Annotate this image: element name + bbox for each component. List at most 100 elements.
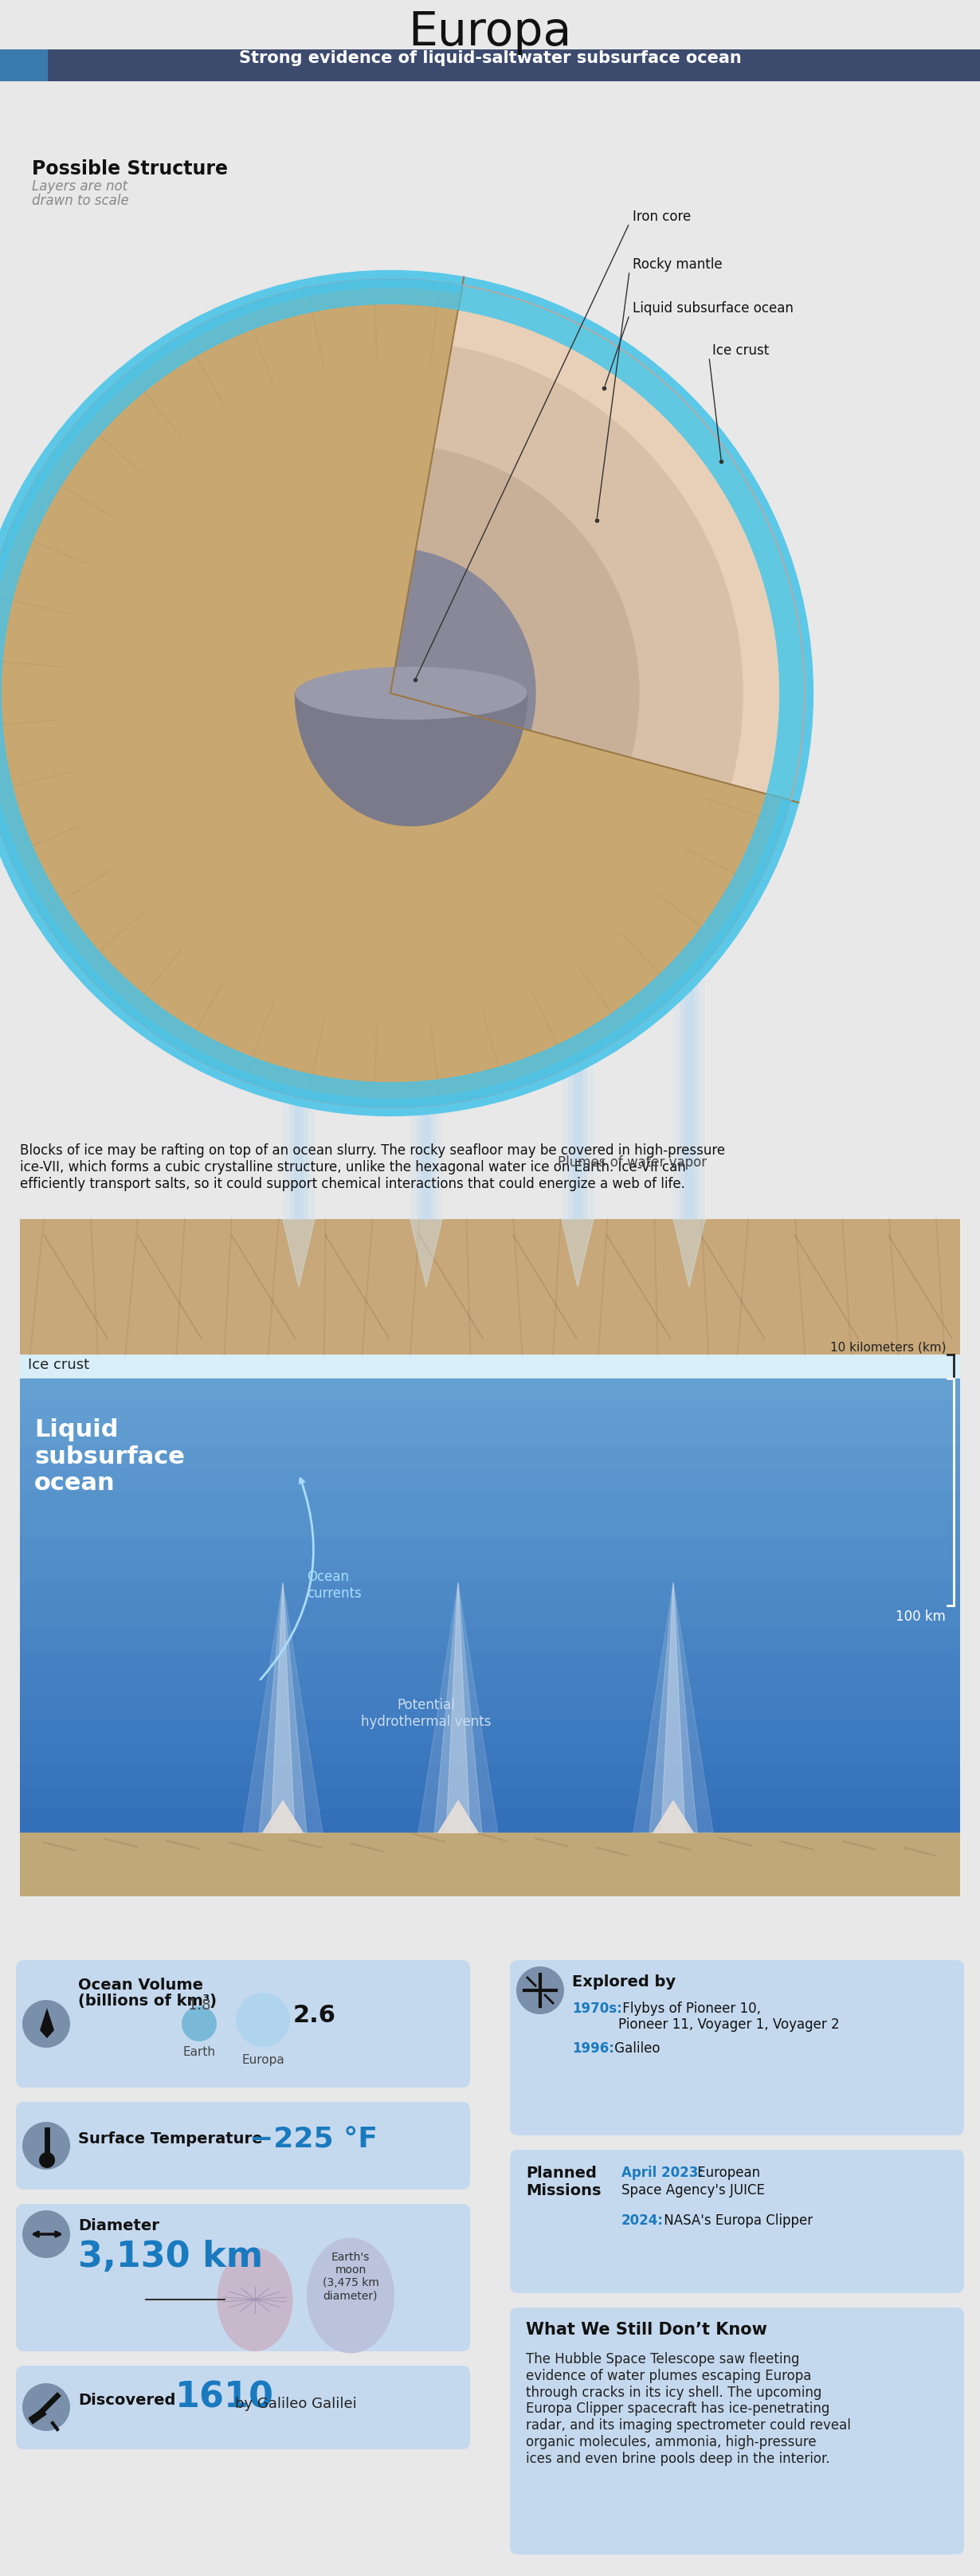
Text: Pioneer 11, Voyager 1, Voyager 2: Pioneer 11, Voyager 1, Voyager 2 — [618, 2017, 840, 2032]
Polygon shape — [446, 1582, 470, 1832]
Bar — [20, 1628, 960, 1651]
Bar — [20, 1718, 960, 1741]
Polygon shape — [283, 1218, 315, 1288]
Circle shape — [181, 2007, 217, 2040]
Text: Europa: Europa — [409, 10, 571, 54]
Text: 2024:: 2024: — [621, 2213, 663, 2228]
Text: Earth's
moon
(3,475 km
diameter): Earth's moon (3,475 km diameter) — [322, 2251, 379, 2300]
Text: European: European — [693, 2166, 760, 2179]
Polygon shape — [259, 1582, 307, 1832]
Polygon shape — [263, 1801, 303, 1832]
Text: Galileo: Galileo — [611, 2040, 661, 2056]
Circle shape — [23, 1999, 71, 2048]
FancyBboxPatch shape — [16, 2365, 470, 2450]
Bar — [20, 1741, 960, 1765]
Text: What We Still Don’t Know: What We Still Don’t Know — [526, 2321, 767, 2339]
Text: Flybys of Pioneer 10,: Flybys of Pioneer 10, — [618, 2002, 760, 2017]
Bar — [20, 1445, 960, 1471]
FancyBboxPatch shape — [510, 1960, 964, 2136]
Bar — [679, 979, 699, 1234]
Text: drawn to scale: drawn to scale — [32, 193, 129, 209]
Polygon shape — [650, 1582, 697, 1832]
Bar — [0, 49, 48, 82]
Bar — [562, 979, 594, 1234]
Text: Missions: Missions — [526, 2184, 601, 2197]
Bar — [568, 979, 587, 1234]
Polygon shape — [633, 1582, 713, 1832]
Polygon shape — [390, 345, 743, 783]
Bar — [289, 979, 309, 1234]
Text: Ice crust: Ice crust — [27, 1358, 89, 1373]
Bar — [20, 1515, 960, 1538]
Text: 1610: 1610 — [175, 2380, 274, 2414]
Text: 2.6: 2.6 — [293, 2004, 336, 2027]
Text: Strong evidence of liquid-saltwater subsurface ocean: Strong evidence of liquid-saltwater subs… — [239, 49, 741, 67]
Circle shape — [23, 2123, 71, 2169]
Bar — [20, 1605, 960, 1631]
Text: The Hubble Space Telescope saw fleeting
evidence of water plumes escaping Europa: The Hubble Space Telescope saw fleeting … — [526, 2352, 851, 2465]
Text: 100 km: 100 km — [896, 1610, 946, 1623]
Bar — [673, 979, 706, 1234]
Polygon shape — [390, 286, 805, 801]
Bar — [20, 1674, 960, 1698]
Ellipse shape — [218, 2249, 293, 2352]
Polygon shape — [295, 693, 527, 827]
Text: 1.8: 1.8 — [188, 1999, 211, 2012]
Polygon shape — [562, 1218, 594, 1288]
Polygon shape — [418, 1582, 498, 1832]
Polygon shape — [411, 1218, 442, 1288]
Polygon shape — [243, 1582, 322, 1832]
Text: Liquid subsurface ocean: Liquid subsurface ocean — [633, 301, 794, 314]
Text: Space Agency's JUICE: Space Agency's JUICE — [621, 2184, 764, 2197]
Polygon shape — [673, 1218, 706, 1288]
Polygon shape — [40, 2007, 54, 2038]
Text: Ice crust: Ice crust — [712, 343, 769, 358]
Text: 10 kilometers (km): 10 kilometers (km) — [830, 1342, 946, 1352]
Circle shape — [39, 2151, 55, 2169]
Polygon shape — [0, 278, 791, 1108]
Circle shape — [0, 278, 805, 1108]
Text: Iron core: Iron core — [633, 209, 691, 224]
Bar — [416, 979, 436, 1234]
Text: Rocky mantle: Rocky mantle — [633, 258, 722, 270]
FancyBboxPatch shape — [16, 2205, 470, 2352]
Text: April 2023:: April 2023: — [621, 2166, 704, 2179]
Bar — [20, 1492, 960, 1515]
Text: Earth: Earth — [183, 2045, 216, 2058]
Text: Diameter: Diameter — [78, 2218, 159, 2233]
Bar — [20, 1378, 960, 1401]
Bar — [20, 1218, 960, 1355]
Bar — [294, 979, 304, 1234]
Bar — [20, 1698, 960, 1721]
FancyBboxPatch shape — [16, 1960, 470, 2087]
Bar — [20, 1425, 960, 1448]
Bar — [20, 1538, 960, 1561]
Text: 1996:: 1996: — [572, 2040, 614, 2056]
Text: Planned: Planned — [526, 2166, 597, 2182]
Text: by Galileo Galilei: by Galileo Galilei — [235, 2396, 357, 2411]
FancyBboxPatch shape — [510, 2308, 964, 2555]
Circle shape — [236, 1994, 290, 2048]
Text: Possible Structure: Possible Structure — [32, 160, 228, 178]
Circle shape — [23, 2210, 71, 2259]
Bar — [411, 979, 442, 1234]
Bar — [20, 1468, 960, 1494]
Bar — [20, 1765, 960, 1788]
Polygon shape — [438, 1801, 478, 1832]
Text: Layers are not: Layers are not — [32, 180, 127, 193]
Text: Blocks of ice may be rafting on top of an ocean slurry. The rocky seafloor may b: Blocks of ice may be rafting on top of a… — [20, 1144, 725, 1190]
Polygon shape — [662, 1582, 685, 1832]
Ellipse shape — [307, 2239, 394, 2354]
Text: Ocean Volume: Ocean Volume — [78, 1978, 203, 1994]
Polygon shape — [390, 551, 535, 732]
Bar — [20, 1651, 960, 1674]
Polygon shape — [654, 1801, 693, 1832]
Bar — [20, 1808, 960, 1834]
Text: −225 °F: −225 °F — [249, 2125, 377, 2154]
Polygon shape — [270, 1582, 295, 1832]
Bar — [20, 1832, 960, 1896]
Text: Explored by: Explored by — [572, 1973, 676, 1989]
Text: NASA's Europa Clipper: NASA's Europa Clipper — [660, 2213, 812, 2228]
FancyBboxPatch shape — [510, 2151, 964, 2293]
Polygon shape — [390, 448, 639, 757]
